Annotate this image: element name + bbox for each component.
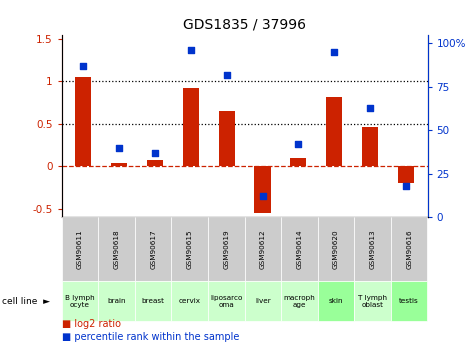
Bar <box>75 77 91 166</box>
Text: GSM90619: GSM90619 <box>223 229 229 269</box>
Text: GSM90612: GSM90612 <box>260 229 266 269</box>
Text: GSM90620: GSM90620 <box>333 229 339 269</box>
Bar <box>398 166 414 183</box>
Text: GSM90618: GSM90618 <box>114 229 120 269</box>
Bar <box>218 111 235 166</box>
Point <box>366 105 374 110</box>
Text: GSM90617: GSM90617 <box>150 229 156 269</box>
Point <box>151 150 159 156</box>
Point <box>402 183 410 189</box>
Text: ■ percentile rank within the sample: ■ percentile rank within the sample <box>62 332 239 342</box>
Text: breast: breast <box>142 298 165 304</box>
Bar <box>326 97 342 166</box>
Title: GDS1835 / 37996: GDS1835 / 37996 <box>183 18 306 32</box>
Text: GSM90615: GSM90615 <box>187 229 193 269</box>
Text: cervix: cervix <box>179 298 201 304</box>
Point <box>294 141 302 147</box>
Text: skin: skin <box>329 298 343 304</box>
Text: GSM90611: GSM90611 <box>77 229 83 269</box>
Text: B lymph
ocyte: B lymph ocyte <box>65 295 95 307</box>
Bar <box>290 158 306 166</box>
Text: liposarco
oma: liposarco oma <box>210 295 243 307</box>
Text: liver: liver <box>255 298 271 304</box>
Bar <box>147 160 163 166</box>
Text: ■ log2 ratio: ■ log2 ratio <box>62 319 121 329</box>
Bar <box>362 127 378 166</box>
Point <box>331 49 338 55</box>
Point <box>223 72 230 77</box>
Text: GSM90616: GSM90616 <box>406 229 412 269</box>
Text: cell line  ►: cell line ► <box>2 296 50 306</box>
Text: GSM90613: GSM90613 <box>370 229 376 269</box>
Bar <box>255 166 271 213</box>
Text: testis: testis <box>399 298 419 304</box>
Text: T lymph
oblast: T lymph oblast <box>358 295 387 307</box>
Text: brain: brain <box>107 298 126 304</box>
Point <box>259 194 266 199</box>
Text: GSM90614: GSM90614 <box>296 229 303 269</box>
Point <box>187 47 195 53</box>
Bar <box>183 88 199 166</box>
Point <box>115 145 123 150</box>
Point <box>79 63 87 69</box>
Text: macroph
age: macroph age <box>284 295 315 307</box>
Bar <box>111 163 127 166</box>
